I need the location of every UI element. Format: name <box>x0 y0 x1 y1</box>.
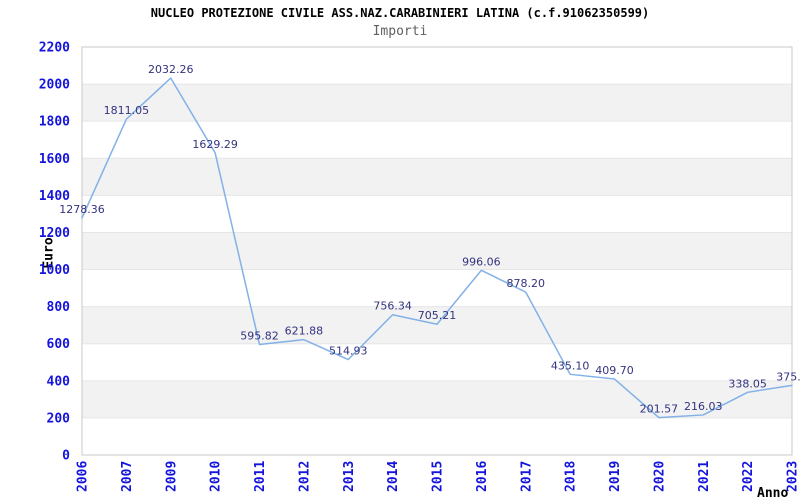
chart-title: NUCLEO PROTEZIONE CIVILE ASS.NAZ.CARABIN… <box>150 6 650 20</box>
point-value-label: 705.21 <box>418 309 457 322</box>
y-tick-label: 1400 <box>39 189 70 204</box>
point-value-label: 595.82 <box>240 330 279 343</box>
grid-band <box>82 306 792 344</box>
x-tick-label: 2009 <box>164 461 179 492</box>
point-value-label: 435.10 <box>551 359 590 372</box>
y-tick-label: 800 <box>47 300 71 315</box>
x-tick-label: 2023 <box>786 461 800 492</box>
y-tick-label: 2200 <box>39 41 70 56</box>
y-tick-label: 2000 <box>39 78 70 93</box>
series-line <box>81 77 793 419</box>
point-value-label: 514.93 <box>329 345 368 358</box>
point-value-label: 996.06 <box>462 255 501 268</box>
y-tick-label: 200 <box>47 411 71 426</box>
point-value-label: 216.03 <box>684 400 723 413</box>
point-value-label: 201.57 <box>640 403 679 416</box>
chart-subtitle: Importi <box>372 24 428 39</box>
grid-band <box>82 232 792 270</box>
x-tick-label: 2016 <box>475 461 490 492</box>
x-tick-label: 2019 <box>608 461 623 492</box>
x-tick-label: 2014 <box>386 461 401 492</box>
point-value-label: 1278.36 <box>59 203 105 216</box>
point-value-label: 1629.29 <box>192 138 238 151</box>
grid-band <box>82 84 792 122</box>
y-tick-label: 1800 <box>39 115 70 130</box>
point-value-label: 375.6 <box>776 370 800 383</box>
y-tick-label: 400 <box>47 374 71 389</box>
x-tick-label: 2006 <box>76 461 91 492</box>
point-value-label: 1811.05 <box>104 104 150 117</box>
x-tick-label: 2020 <box>652 461 667 492</box>
y-tick-label: 600 <box>47 337 71 352</box>
grid-band <box>82 158 792 196</box>
point-value-label: 621.88 <box>285 325 324 338</box>
x-tick-label: 2010 <box>209 461 224 492</box>
point-value-label: 2032.26 <box>148 63 194 76</box>
point-value-label: 409.70 <box>595 364 634 377</box>
x-tick-label: 2021 <box>697 461 712 492</box>
y-tick-label: 1600 <box>39 152 70 167</box>
point-value-label: 338.05 <box>728 377 767 390</box>
point-value-label: 878.20 <box>507 277 546 290</box>
x-tick-label: 2013 <box>342 461 357 492</box>
point-value-label: 756.34 <box>373 300 412 313</box>
grid-band <box>82 380 792 418</box>
x-tick-label: 2015 <box>431 461 446 492</box>
x-axis-title: Anno <box>757 486 789 500</box>
y-tick-label: 1000 <box>39 263 70 278</box>
plot-border <box>81 46 793 456</box>
x-tick-label: 2017 <box>519 461 534 492</box>
x-tick-label: 2007 <box>120 461 135 492</box>
x-tick-label: 2022 <box>741 461 756 492</box>
x-tick-label: 2018 <box>564 461 579 492</box>
y-tick-label: 0 <box>62 449 70 464</box>
x-tick-label: 2012 <box>297 461 312 492</box>
y-tick-label: 1200 <box>39 226 70 241</box>
x-tick-label: 2011 <box>253 461 268 492</box>
